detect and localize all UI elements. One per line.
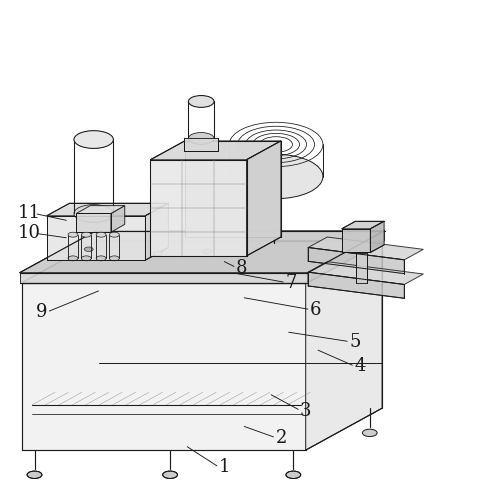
Ellipse shape [84, 247, 93, 251]
Ellipse shape [109, 232, 119, 237]
Text: 11: 11 [18, 204, 41, 223]
Text: 4: 4 [354, 357, 366, 375]
Ellipse shape [362, 429, 377, 436]
Ellipse shape [96, 256, 106, 261]
Polygon shape [342, 229, 370, 252]
Text: 3: 3 [300, 402, 312, 420]
Polygon shape [308, 262, 423, 285]
Ellipse shape [74, 205, 113, 222]
Polygon shape [184, 138, 218, 151]
Ellipse shape [286, 471, 301, 479]
Polygon shape [22, 241, 382, 283]
Ellipse shape [163, 471, 177, 479]
Ellipse shape [188, 132, 214, 144]
Polygon shape [185, 141, 281, 237]
Polygon shape [308, 237, 423, 260]
Ellipse shape [229, 154, 323, 199]
Text: 2: 2 [275, 429, 287, 447]
Text: 9: 9 [36, 303, 48, 321]
Ellipse shape [68, 232, 78, 237]
Text: 10: 10 [18, 224, 41, 242]
Polygon shape [342, 221, 384, 229]
Ellipse shape [109, 256, 119, 261]
Text: 5: 5 [349, 333, 361, 351]
Polygon shape [246, 141, 281, 256]
Polygon shape [47, 203, 169, 216]
Ellipse shape [81, 232, 91, 237]
Polygon shape [22, 283, 306, 450]
Polygon shape [145, 203, 169, 260]
Text: 7: 7 [285, 273, 297, 292]
Polygon shape [306, 241, 382, 450]
Ellipse shape [203, 249, 211, 253]
Text: 8: 8 [236, 259, 247, 277]
Ellipse shape [188, 96, 214, 107]
Polygon shape [150, 141, 281, 160]
Ellipse shape [74, 130, 113, 148]
Ellipse shape [27, 471, 42, 479]
Polygon shape [20, 231, 385, 273]
Polygon shape [308, 272, 404, 298]
Polygon shape [76, 206, 125, 213]
Polygon shape [20, 273, 308, 283]
Polygon shape [150, 160, 246, 256]
Ellipse shape [81, 256, 91, 261]
Polygon shape [356, 253, 367, 283]
Ellipse shape [96, 232, 106, 237]
Polygon shape [308, 248, 404, 274]
Polygon shape [308, 231, 385, 283]
Polygon shape [111, 206, 125, 232]
Text: 6: 6 [310, 301, 321, 318]
Polygon shape [370, 221, 384, 252]
Text: 1: 1 [218, 458, 230, 476]
Ellipse shape [153, 251, 162, 255]
Polygon shape [47, 216, 145, 260]
Polygon shape [76, 213, 111, 232]
Ellipse shape [68, 256, 78, 261]
